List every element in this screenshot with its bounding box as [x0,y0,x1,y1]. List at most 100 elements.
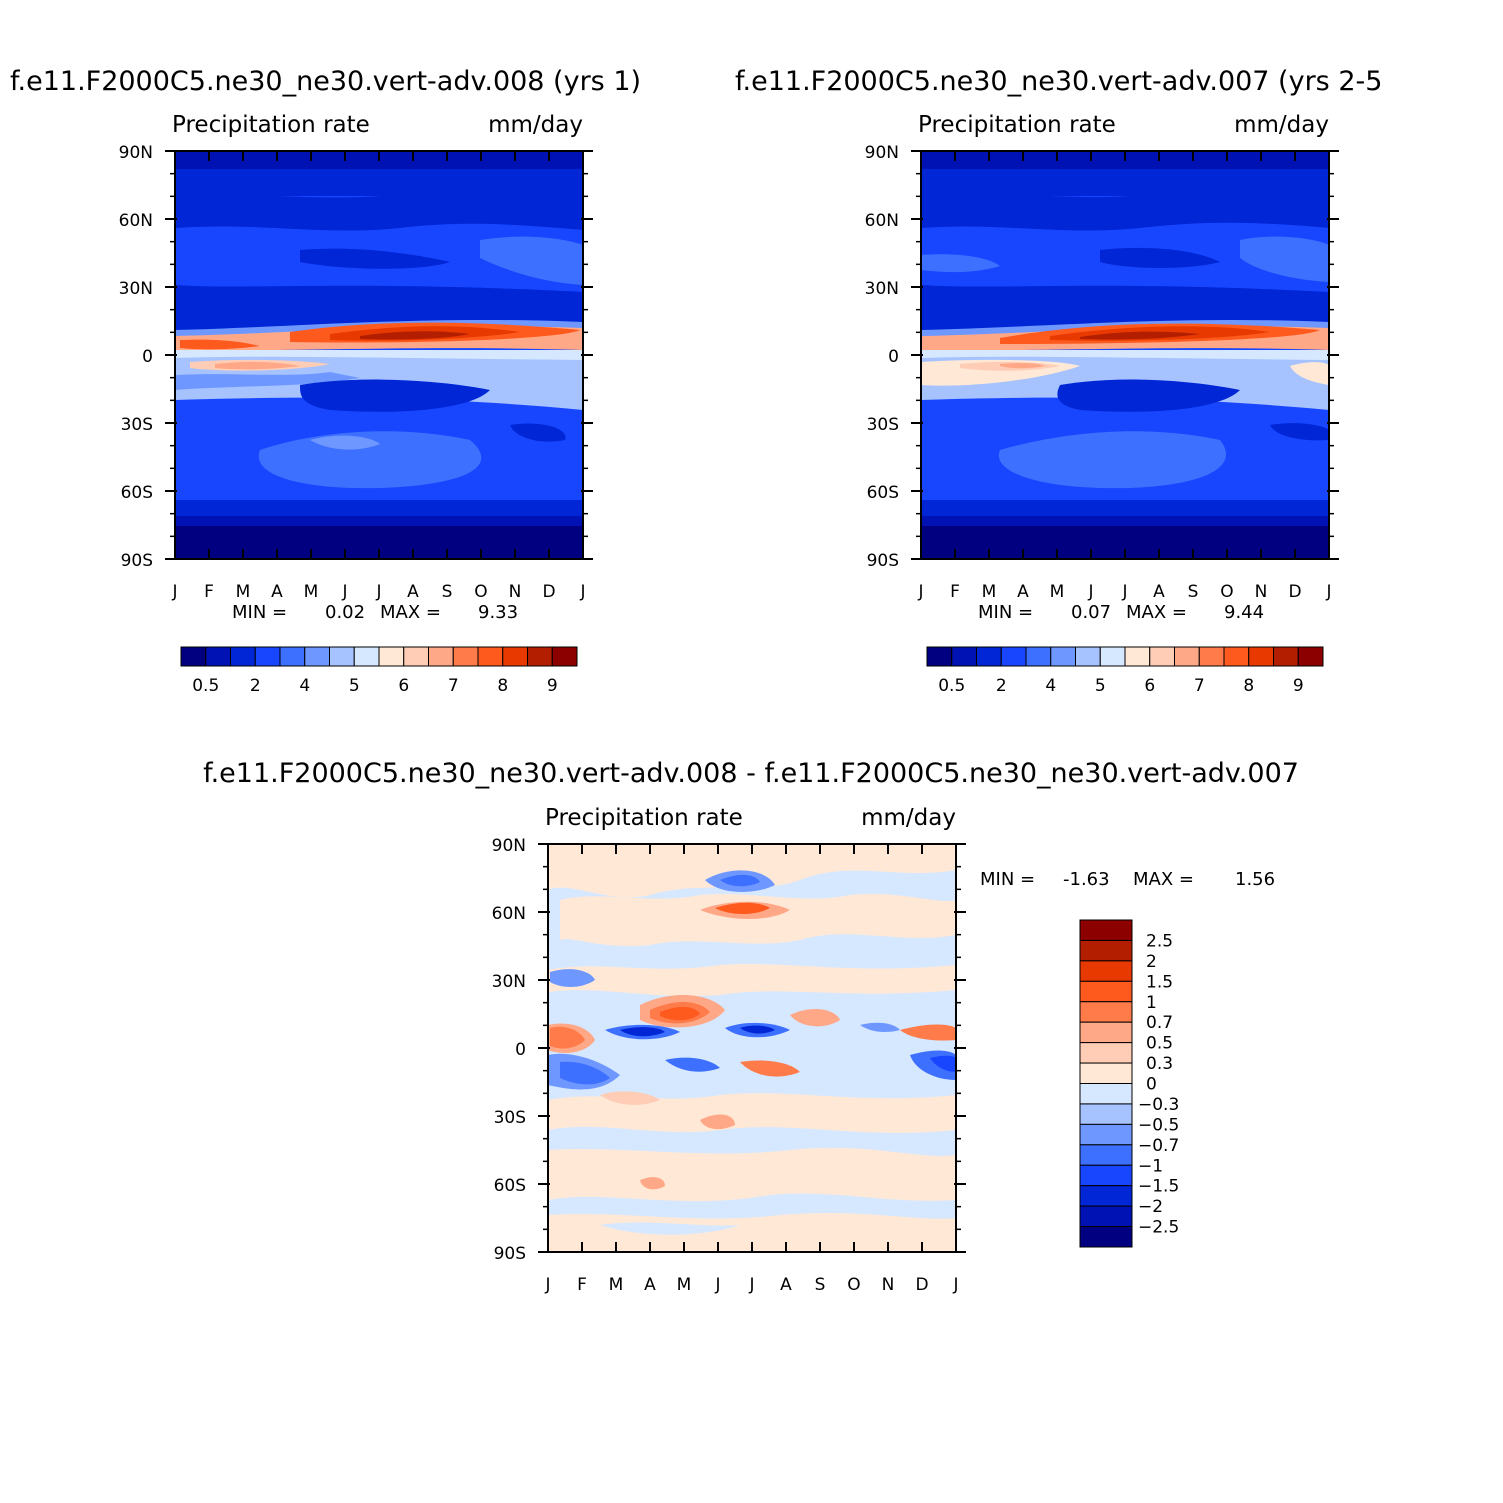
colorbar-box [1079,1185,1133,1207]
colorbar-box [1079,939,1133,962]
colorbar-label: 0.5 [1146,1034,1173,1054]
colorbar-box [428,646,454,667]
colorbar-box [1079,1083,1133,1105]
colorbar-box [1079,1021,1133,1044]
colorbar-box [1297,646,1324,667]
colorbar-box [1174,646,1200,667]
y-tick-label: 60S [494,1176,526,1196]
colorbar-label: 7 [448,676,459,696]
y-tick-label: 60N [865,211,899,231]
colorbar-label: 0.5 [192,676,219,696]
x-tick-label: J [1121,582,1127,602]
panel-3: f.e11.F2000C5.ne30_ne30.vert-adv.008 - f… [203,758,1299,1295]
panel-2-max-value: 9.44 [1224,602,1264,623]
x-tick-label: J [544,1275,550,1295]
y-tick-label: 0 [888,347,899,367]
x-tick-label: J [917,582,923,602]
x-tick-label: F [950,582,960,602]
y-tick-label: 0 [515,1040,526,1060]
colorbar-box [477,646,504,667]
y-tick-label: 30S [494,1108,526,1128]
colorbar-box [502,646,528,667]
colorbar-label: 0.3 [1146,1054,1173,1074]
colorbar-label: −0.5 [1138,1115,1179,1135]
panel-3-title: f.e11.F2000C5.ne30_ne30.vert-adv.008 - f… [203,758,1299,789]
colorbar-box [951,646,977,667]
y-tick-label: 90S [867,551,899,571]
colorbar-box [1248,646,1274,667]
x-tick-label: D [1288,582,1301,602]
y-tick-label: 30N [119,279,153,299]
y-tick-label: 90S [494,1244,526,1264]
x-tick-label: J [579,582,585,602]
colorbar-box [1149,646,1175,667]
colorbar-label: 9 [547,676,558,696]
panel-2-title: f.e11.F2000C5.ne30_ne30.vert-adv.007 (yr… [735,66,1382,97]
x-tick-label: N [509,582,522,602]
colorbar-label: 6 [1144,676,1155,696]
y-tick-label: 90N [865,143,899,163]
x-tick-label: A [1153,582,1165,602]
colorbar-box [976,646,1002,667]
x-tick-label: S [1188,582,1199,602]
colorbar-label: −2 [1138,1197,1163,1217]
x-tick-label: J [171,582,177,602]
colorbar-box [452,646,479,667]
colorbar-label: 0.7 [1146,1013,1173,1033]
colorbar-box [1079,1205,1133,1228]
panel-3-field [548,844,956,1252]
panel-1-left-label: Precipitation rate [172,112,370,138]
colorbar-box [1079,960,1133,982]
colorbar-box [1079,1062,1133,1084]
colorbar-box [254,646,281,667]
y-tick-label: 90N [492,836,526,856]
panel-2-min-label: MIN = [978,602,1033,623]
panel-3-min-value: -1.63 [1063,869,1110,890]
x-tick-label: M [304,582,319,602]
y-tick-label: 60N [492,904,526,924]
colorbar-label: 6 [398,676,409,696]
colorbar-box [1079,919,1133,941]
x-tick-label: N [882,1275,895,1295]
colorbar-box [527,646,553,667]
colorbar-box [329,646,355,667]
colorbar-box [1124,646,1151,667]
panel-2-max-label: MAX = [1126,602,1187,623]
panel-3-colorbar: 2.521.510.70.50.30−0.3−0.5−0.7−1−1.5−2−2… [1079,919,1179,1248]
colorbar-label: 4 [1045,676,1056,696]
x-tick-label: O [474,582,487,602]
colorbar-box [1000,646,1027,667]
x-tick-label: S [442,582,453,602]
colorbar-box [304,646,330,667]
x-tick-label: F [577,1275,587,1295]
y-tick-label: 60S [121,483,153,503]
colorbar-label: 1.5 [1146,972,1173,992]
colorbar-box [1079,1123,1133,1146]
colorbar-label: 1 [1146,993,1157,1013]
colorbar-box [230,646,256,667]
colorbar-label: −1.5 [1138,1177,1179,1197]
panel-1-min-value: 0.02 [325,602,365,623]
x-tick-label: J [341,582,347,602]
colorbar-box [1079,980,1133,1003]
x-tick-label: S [815,1275,826,1295]
x-tick-label: J [375,582,381,602]
colorbar-label: 8 [1243,676,1254,696]
y-tick-label: 30N [492,972,526,992]
panel-2-right-label: mm/day [1234,112,1329,138]
colorbar-box [180,646,207,667]
x-tick-label: O [1220,582,1233,602]
colorbar-box [926,646,953,667]
colorbar-box [403,646,429,667]
colorbar-label: 5 [349,676,360,696]
panel-3-right-label: mm/day [861,805,956,831]
x-tick-label: A [407,582,419,602]
x-tick-label: A [271,582,283,602]
x-tick-label: A [644,1275,656,1295]
colorbar-label: 4 [299,676,310,696]
panel-2-colorbar: 0.5 2 4 5 6 7 8 9 [926,646,1324,696]
x-tick-label: M [236,582,251,602]
